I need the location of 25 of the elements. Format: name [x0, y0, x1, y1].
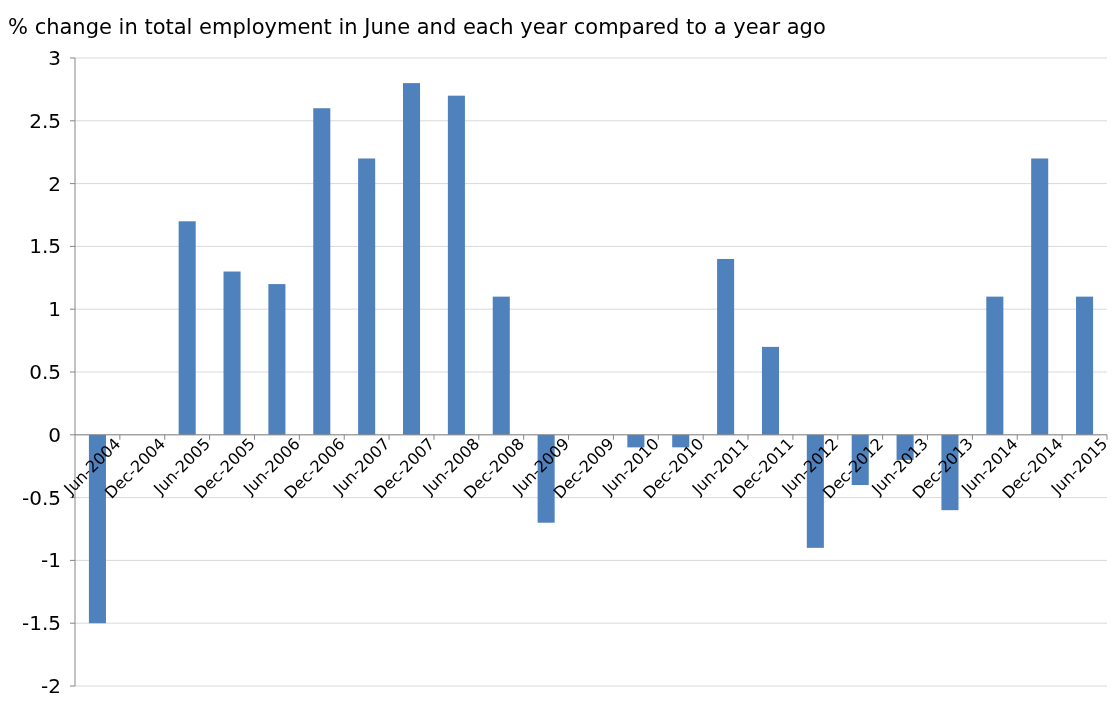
y-tick-label: 2 [48, 171, 61, 196]
y-tick-label: 2.5 [29, 108, 61, 133]
bar [268, 284, 286, 435]
y-tick-label: 1.5 [29, 234, 61, 259]
bar [313, 108, 331, 435]
y-tick-label: -2 [41, 674, 61, 698]
y-tick-label: 0.5 [29, 360, 61, 384]
y-tick-label: 0 [48, 422, 61, 447]
bar [358, 158, 376, 435]
chart-title: % change in total employment in June and each year compared to a year ago [8, 15, 826, 39]
bar [447, 95, 465, 435]
y-tick-label: -0.5 [21, 485, 61, 510]
bar [223, 271, 241, 435]
bar [761, 346, 779, 435]
bar [717, 258, 735, 435]
bar [1031, 158, 1049, 435]
bar [986, 296, 1004, 435]
bar [1076, 296, 1094, 435]
bar [403, 83, 421, 435]
y-tick-label: -1.5 [21, 611, 61, 636]
y-tick-label: 3 [48, 46, 61, 70]
bar [178, 221, 196, 435]
y-tick-label: 1 [48, 297, 61, 322]
y-tick-label: -1 [41, 548, 61, 573]
bar [492, 296, 510, 435]
